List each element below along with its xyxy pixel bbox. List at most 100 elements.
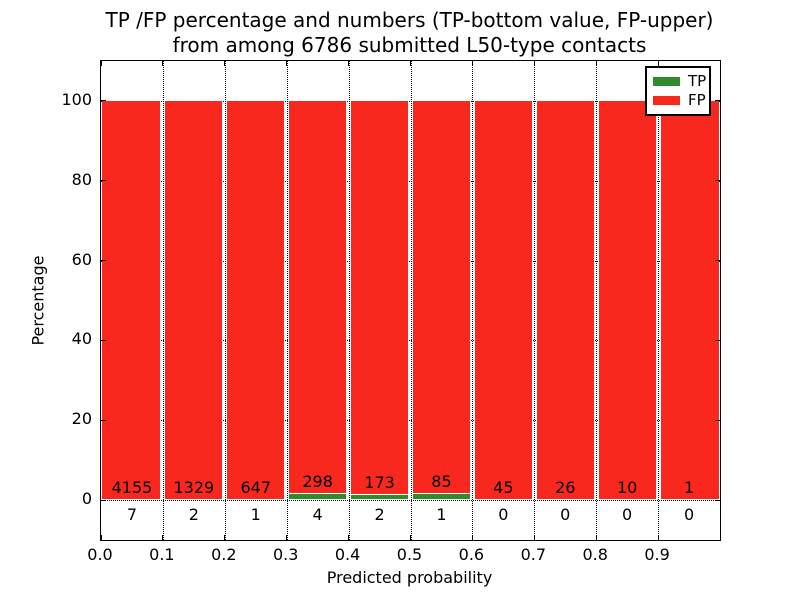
x-tick-mark: [471, 61, 473, 66]
y-tick-mark: [715, 180, 720, 182]
x-tick-mark: [533, 61, 535, 66]
y-axis-label: Percentage: [28, 255, 48, 346]
x-tick-mark: [286, 535, 288, 540]
gridline-horizontal: [101, 500, 720, 502]
y-tick-label: 40: [71, 329, 92, 349]
bar-segment-fp: [165, 100, 223, 500]
fp-count-label: 10: [616, 478, 638, 498]
tp-count-label: 4: [312, 505, 323, 525]
legend-swatch-fp: [653, 96, 680, 105]
fp-count-label: 85: [431, 472, 452, 492]
y-tick-mark: [715, 260, 720, 262]
y-tick-mark: [101, 499, 106, 501]
bar-segment-fp: [413, 100, 470, 494]
bar-segment-fp: [227, 100, 285, 500]
x-tick-label: 0.2: [211, 545, 237, 564]
bar-segment-tp: [413, 494, 470, 500]
x-tick-mark: [224, 61, 226, 66]
gridline-vertical: [472, 61, 474, 540]
legend-swatch-tp: [653, 77, 680, 86]
legend-label-tp: TP: [688, 72, 707, 90]
bar-segment-tp: [351, 494, 408, 500]
x-tick-mark: [286, 61, 288, 66]
x-tick-mark: [348, 535, 350, 540]
bar-segment-tp: [289, 493, 347, 500]
chart-title-line2: from among 6786 submitted L50-type conta…: [172, 33, 647, 57]
fp-count-label: 45: [493, 478, 514, 498]
x-tick-label: 0.5: [396, 545, 423, 564]
x-tick-mark: [657, 535, 659, 540]
gridline-horizontal: [101, 180, 720, 182]
y-tick-mark: [101, 419, 106, 421]
legend: TP FP: [645, 66, 711, 116]
gridline-vertical: [224, 61, 226, 540]
x-tick-mark: [471, 535, 473, 540]
tp-count-label: 1: [436, 505, 447, 525]
chart-title: TP /FP percentage and numbers (TP-bottom…: [100, 8, 719, 58]
x-tick-label: 0.3: [272, 545, 299, 564]
y-tick-label: 20: [71, 409, 92, 429]
tp-count-label: 7: [126, 505, 138, 525]
legend-label-fp: FP: [688, 91, 706, 109]
fp-count-label: 298: [302, 471, 333, 491]
x-tick-mark: [100, 535, 102, 540]
bar-segment-fp: [660, 100, 720, 500]
x-tick-mark: [162, 61, 164, 66]
y-tick-mark: [715, 339, 720, 341]
gridline-vertical: [410, 61, 412, 540]
y-tick-label: 100: [61, 89, 92, 109]
tp-count-label: 0: [622, 505, 633, 525]
y-tick-mark: [101, 100, 106, 102]
x-tick-mark: [533, 535, 535, 540]
x-tick-mark: [657, 61, 659, 66]
gridline-vertical: [596, 61, 598, 540]
x-tick-mark: [410, 535, 411, 540]
tp-count-label: 0: [683, 505, 695, 525]
y-tick-mark: [101, 260, 106, 262]
x-tick-label: 0.6: [458, 545, 485, 564]
y-tick-label: 60: [71, 249, 92, 269]
y-tick-mark: [101, 180, 106, 182]
bar-segment-fp: [474, 100, 532, 500]
y-tick-mark: [715, 419, 720, 421]
tp-count-label: 2: [374, 505, 385, 525]
x-tick-mark: [348, 61, 350, 66]
fp-count-label: 26: [555, 478, 576, 498]
y-tick-mark: [715, 100, 720, 102]
chart-title-line1: TP /FP percentage and numbers (TP-bottom…: [105, 8, 714, 32]
fp-count-label: 647: [240, 478, 272, 498]
tp-count-label: 0: [560, 505, 571, 525]
x-tick-label: 0.0: [87, 545, 113, 564]
bar-segment-fp: [101, 100, 161, 500]
fp-count-label: 4155: [111, 478, 153, 498]
x-tick-mark: [595, 535, 597, 540]
x-axis-label: Predicted probability: [326, 568, 493, 587]
bar-segment-fp: [351, 100, 408, 494]
gridline-vertical: [658, 61, 660, 540]
x-tick-mark: [595, 61, 597, 66]
bar-segment-fp: [536, 100, 594, 500]
gridline-horizontal: [101, 100, 720, 102]
x-tick-label: 0.4: [334, 545, 361, 564]
y-tick-label: 0: [81, 489, 92, 509]
y-tick-label: 80: [71, 169, 92, 189]
x-tick-mark: [100, 61, 102, 66]
legend-item-fp: FP: [653, 91, 706, 110]
tp-count-label: 2: [188, 505, 199, 525]
fp-count-label: 1329: [173, 478, 215, 498]
gridline-vertical: [286, 61, 288, 540]
gridline-vertical: [162, 61, 164, 540]
gridline-horizontal: [101, 260, 720, 262]
x-tick-mark: [162, 535, 164, 540]
gridline-horizontal: [101, 420, 720, 422]
tp-count-label: 0: [498, 505, 509, 525]
gridline-vertical: [348, 61, 350, 540]
legend-item-tp: TP: [653, 72, 707, 91]
x-tick-label: 0.9: [644, 545, 670, 564]
plot-area: 4155 7 1329 2 647 1 298 4 173 2 85 1 45 0 26 0 10 0 1 0: [100, 60, 721, 541]
gridline-horizontal: [101, 340, 720, 342]
x-tick-mark: [224, 535, 226, 540]
bar-segment-fp: [598, 100, 656, 500]
y-tick-mark: [101, 339, 106, 341]
